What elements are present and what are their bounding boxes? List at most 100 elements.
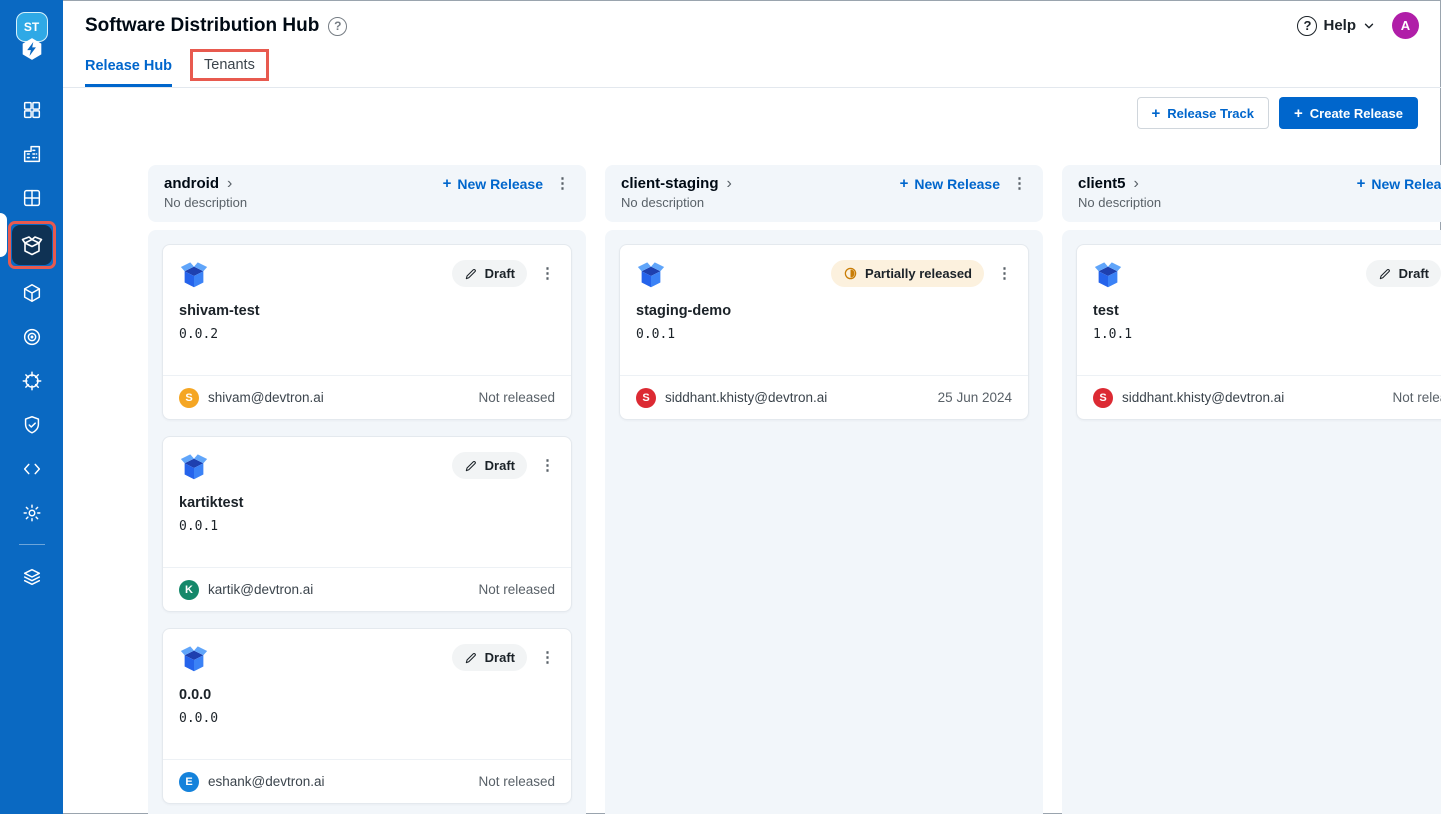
release-version: 0.0.0 [179,711,219,726]
package-box-icon [180,646,208,672]
help-menu[interactable]: ? Help [1297,15,1376,36]
status-badge[interactable]: Draft [451,452,527,479]
cube-icon [23,283,40,302]
card-footer: S shivam@devtron.ai Not released [163,375,571,419]
plus-icon: + [1294,104,1303,122]
column-name[interactable]: client5 [1078,175,1126,192]
st-badge-label: ST [23,20,40,34]
sidebar-item-resource-browser[interactable] [12,276,52,309]
tab-bar: Release Hub Tenants [85,45,1441,87]
status-badge[interactable]: Partially released [831,260,984,287]
status-badge[interactable]: Draft [1365,260,1441,287]
release-track-column: client5 › + New Release ⋮ No description [1062,165,1441,814]
chevron-right-icon[interactable]: › [227,174,233,192]
shield-check-icon [24,415,39,434]
release-version: 1.0.1 [1093,327,1133,342]
author-email: siddhant.khisty@devtron.ai [665,390,828,405]
header: Software Distribution Hub ? ? Help A Rel… [63,0,1441,88]
card-footer: S siddhant.khisty@devtron.ai 25 Jun 2024 [620,375,1028,419]
release-name: staging-demo [636,303,732,319]
tab-tenants[interactable]: Tenants [204,57,255,73]
column-menu-button[interactable]: ⋮ [1012,175,1027,192]
chevron-right-icon[interactable]: › [726,174,732,192]
author-email: siddhant.khisty@devtron.ai [1122,390,1285,405]
column-description: No description [1078,195,1162,210]
release-name: test [1093,303,1119,319]
sidebar-logo[interactable]: ST [15,12,48,67]
release-date-status: Not released [1392,390,1441,405]
column-name[interactable]: client-staging [621,175,719,192]
tenants-annotation-box: Tenants [190,49,269,81]
sidebar-item-stack-manager[interactable] [12,560,52,593]
column-description: No description [621,195,705,210]
card-menu-button[interactable]: ⋮ [540,649,555,666]
column-header: android › + New Release ⋮ No description [148,165,586,222]
column-name[interactable]: android [164,175,219,192]
release-list: Draft ⋮ test 1.0.1 S siddhant.khisty@dev… [1062,230,1441,814]
help-icon: ? [1297,15,1318,36]
release-version: 0.0.2 [179,327,219,342]
author-email: shivam@devtron.ai [208,390,324,405]
column-header: client-staging › + New Release ⋮ No desc… [605,165,1043,222]
new-release-button[interactable]: + New Release [442,175,543,192]
tab-release-hub[interactable]: Release Hub [85,45,172,87]
building-icon [23,145,40,162]
release-card[interactable]: Draft ⋮ test 1.0.1 S siddhant.khisty@dev… [1076,244,1441,420]
sidebar-item-releases-target[interactable] [12,320,52,353]
chevron-right-icon[interactable]: › [1133,174,1139,192]
sidebar-item-jobs[interactable] [12,137,52,170]
sidebar-item-app-store[interactable] [12,181,52,214]
package-box-icon [637,262,665,288]
new-release-button[interactable]: + New Release [899,175,1000,192]
chevron-down-icon [1364,23,1374,28]
sidebar-item-code-editor[interactable] [12,452,52,485]
sidebar-item-chart-store[interactable] [12,364,52,397]
plus-icon: + [899,175,909,192]
new-release-button[interactable]: + New Release [1356,175,1441,192]
release-track-button[interactable]: + Release Track [1136,97,1269,129]
target-icon [23,328,40,345]
package-box-icon [1094,262,1122,288]
release-card[interactable]: Partially released ⋮ staging-demo 0.0.1 … [619,244,1029,420]
column-menu-button[interactable]: ⋮ [555,175,570,192]
pencil-icon [465,268,476,279]
release-name: kartiktest [179,495,244,511]
sidebar-item-software-distribution-hub[interactable] [11,225,52,265]
release-card[interactable]: Draft ⋮ shivam-test 0.0.2 S shivam@devtr… [162,244,572,420]
release-version: 0.0.1 [179,519,219,534]
user-avatar[interactable]: A [1392,12,1419,39]
author-avatar: S [1093,387,1113,408]
plus-icon: + [1151,104,1161,122]
sidebar-annotation-box [7,221,56,269]
window-grid-icon [23,189,40,206]
create-release-button[interactable]: + Create Release [1279,97,1418,129]
release-track-columns: android › + New Release ⋮ No description [148,165,1441,814]
release-card[interactable]: Draft ⋮ kartiktest 0.0.1 K kartik@devtro… [162,436,572,612]
half-released-icon [844,267,857,280]
card-menu-button[interactable]: ⋮ [540,457,555,474]
release-date-status: Not released [478,774,555,789]
sidebar-item-global-config[interactable] [12,496,52,529]
card-menu-button[interactable]: ⋮ [540,265,555,282]
sidebar-item-applications[interactable] [12,93,52,126]
author-email: eshank@devtron.ai [208,774,325,789]
release-date-status: Not released [478,390,555,405]
package-box-icon [180,454,208,480]
code-icon [23,463,40,474]
page-title: Software Distribution Hub [85,15,320,36]
sidebar-item-security[interactable] [12,408,52,441]
release-date-status: Not released [478,582,555,597]
status-badge[interactable]: Draft [451,644,527,671]
main-area: Software Distribution Hub ? ? Help A Rel… [63,0,1441,814]
card-footer: S siddhant.khisty@devtron.ai Not release… [1077,375,1441,419]
release-list: Draft ⋮ shivam-test 0.0.2 S shivam@devtr… [148,230,586,814]
title-help-icon[interactable]: ? [328,16,348,36]
sidebar-expand-handle[interactable] [0,213,7,257]
status-badge[interactable]: Draft [451,260,527,287]
release-date-status: 25 Jun 2024 [937,390,1012,405]
status-label: Partially released [865,266,972,281]
release-card[interactable]: Draft ⋮ 0.0.0 0.0.0 E eshank@devtron.ai … [162,628,572,804]
plus-icon: + [442,175,452,192]
card-menu-button[interactable]: ⋮ [997,265,1012,282]
status-label: Draft [484,458,515,473]
